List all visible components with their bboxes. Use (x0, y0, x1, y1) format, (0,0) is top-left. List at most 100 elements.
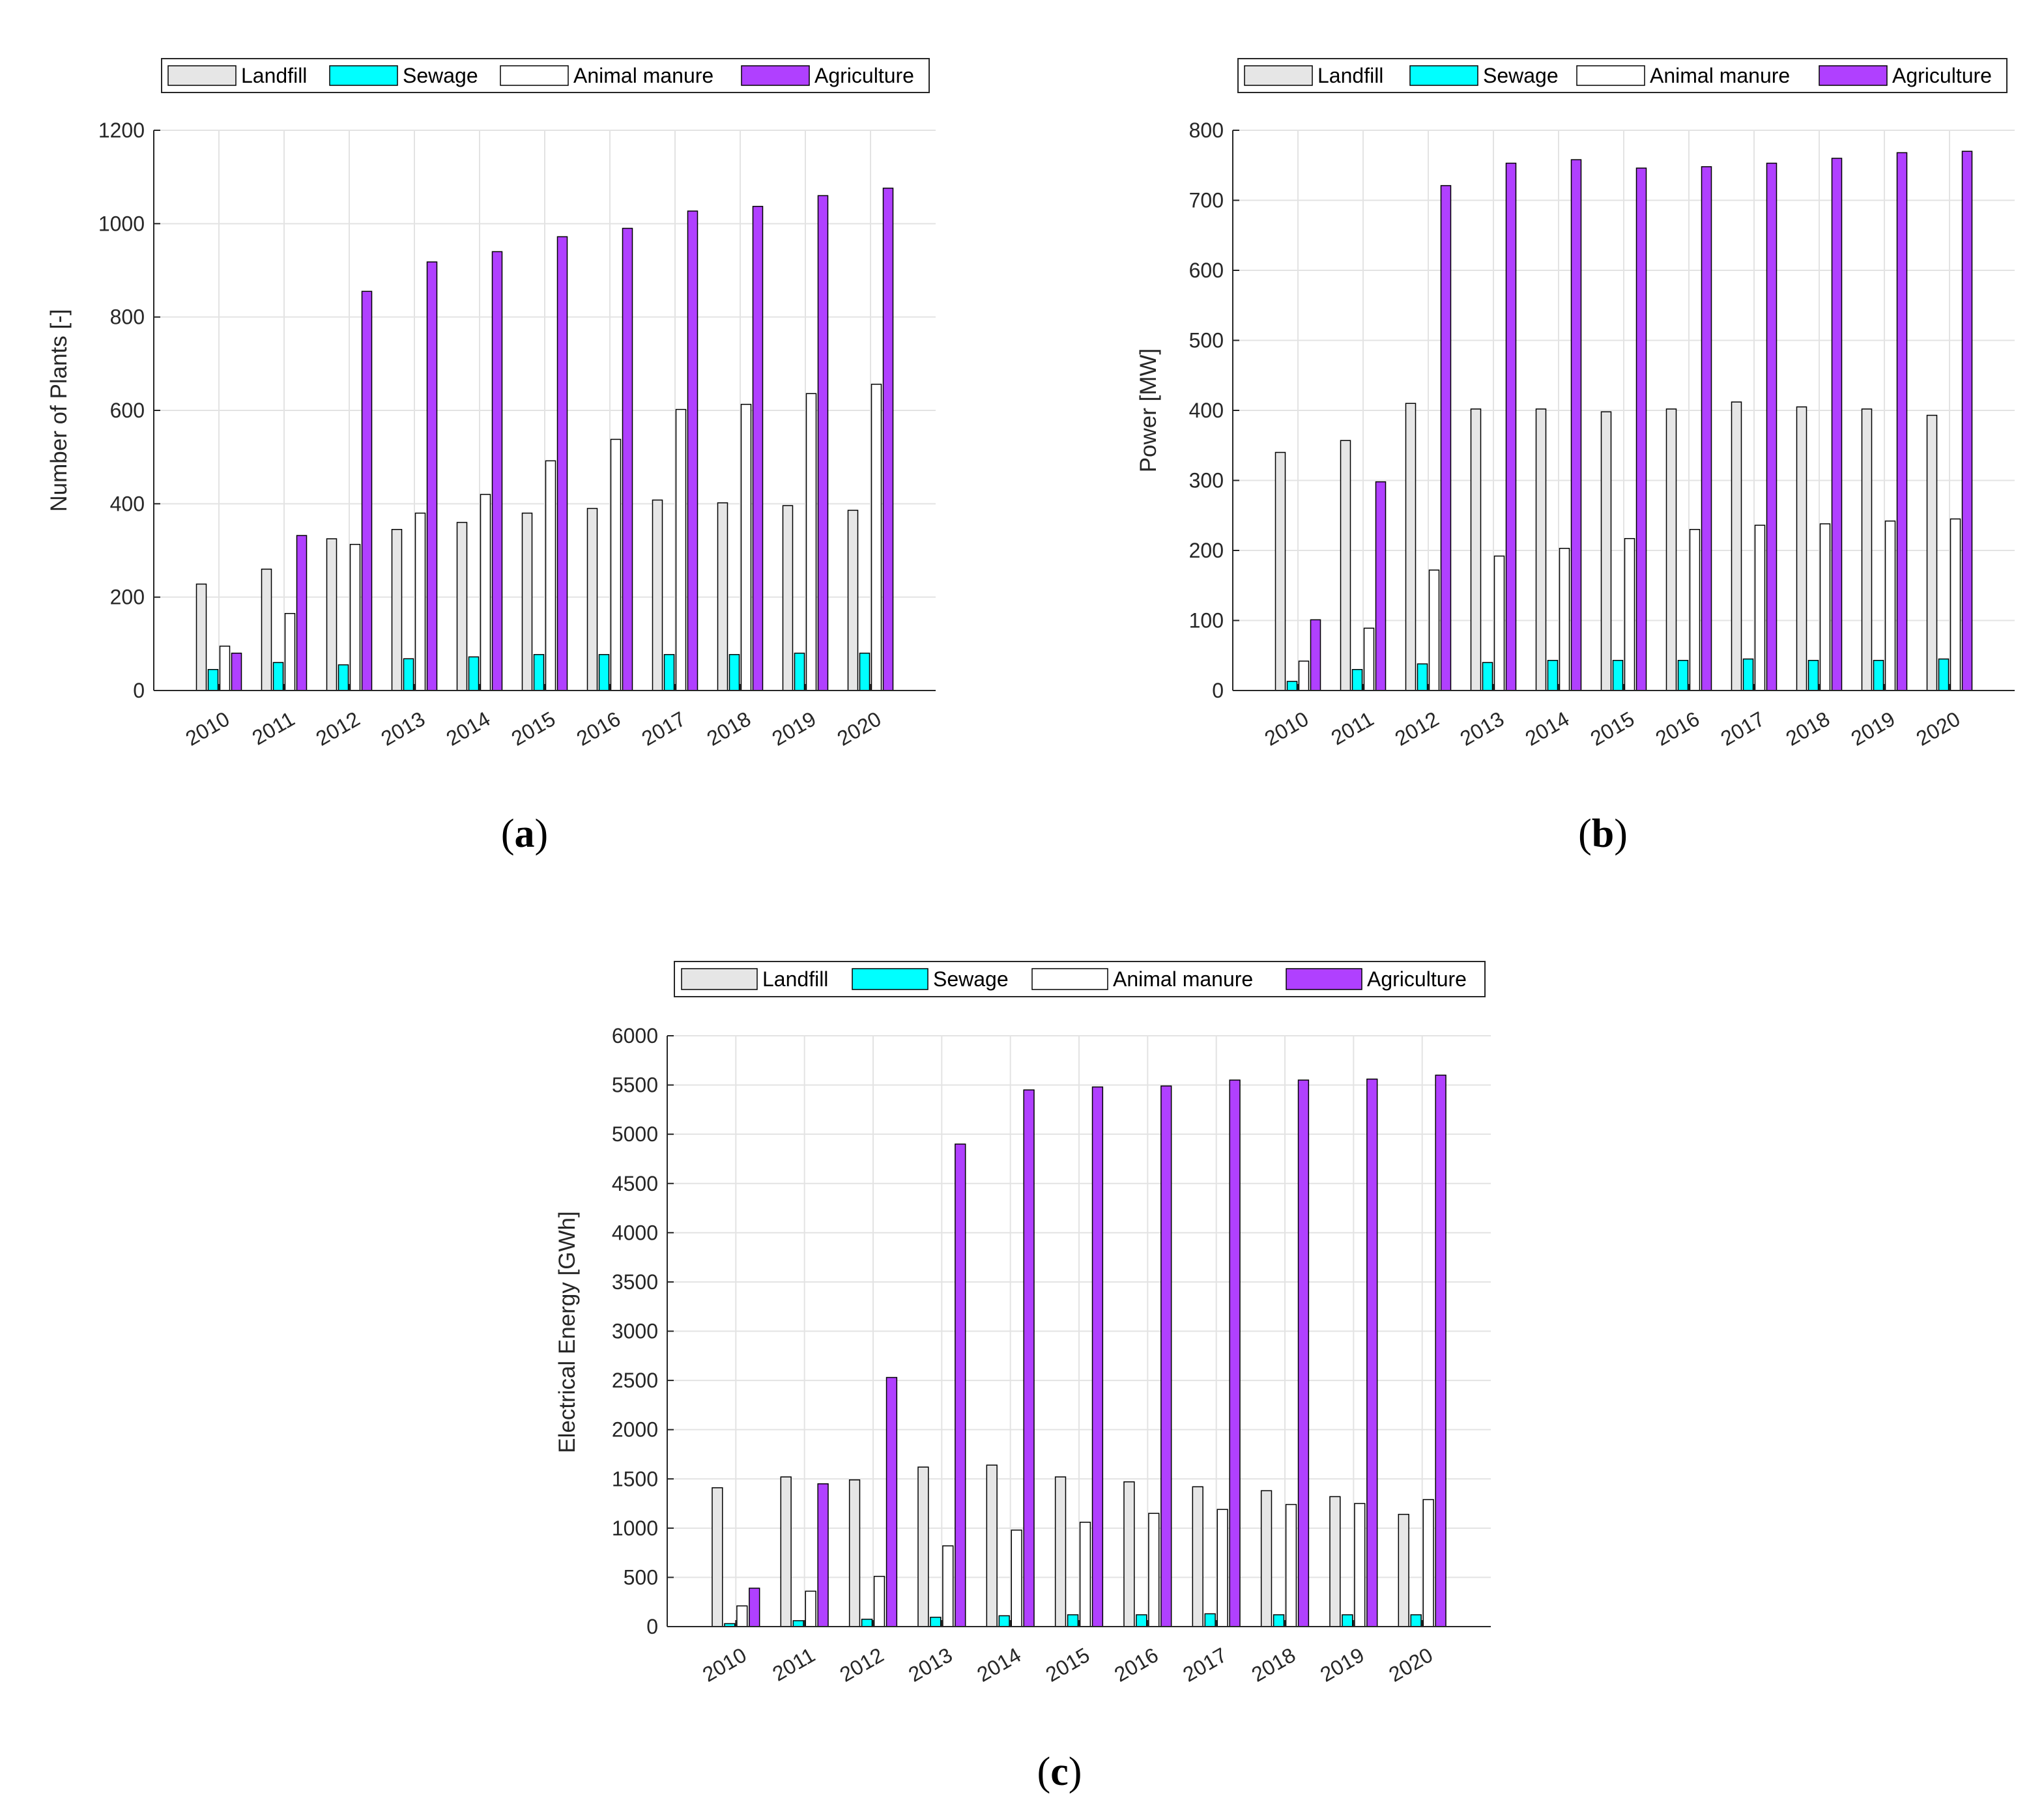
x-tick-label: 2016 (573, 707, 625, 750)
x-tick-label: 2012 (836, 1643, 888, 1687)
y-axis-label: Electrical Energy [GWh] (554, 1211, 580, 1453)
bar (1482, 662, 1493, 691)
bar (873, 1576, 885, 1627)
series-sewage (207, 652, 871, 691)
bar (414, 512, 426, 691)
x-tick-label: 2013 (377, 707, 429, 750)
bar (480, 494, 491, 691)
bar (792, 1620, 804, 1627)
bar (1229, 1079, 1241, 1627)
x-tick-label: 2011 (1327, 707, 1378, 750)
legend-label: Sewage (933, 967, 1009, 991)
y-tick-label: 2000 (612, 1418, 658, 1442)
legend-swatch (681, 968, 758, 990)
y-tick-label: 800 (110, 306, 145, 329)
bar (1192, 1486, 1203, 1627)
bar (882, 188, 894, 691)
bar (861, 1618, 873, 1627)
bar (1204, 1613, 1216, 1627)
bar (1600, 411, 1612, 691)
legend-label: Animal manure (1113, 967, 1253, 991)
bar (1340, 440, 1351, 691)
bar (1754, 524, 1766, 691)
y-tick-label: 400 (110, 492, 145, 515)
bar (1054, 1476, 1067, 1627)
legend-swatch (1031, 968, 1108, 990)
bar (1831, 158, 1843, 691)
bar (261, 568, 272, 691)
bar (805, 393, 817, 691)
bar (545, 460, 556, 691)
bar (586, 507, 598, 691)
bar (1091, 1086, 1104, 1627)
bar (1351, 669, 1363, 691)
bar (1938, 658, 1950, 691)
legend-label: Sewage (403, 64, 478, 87)
legend-swatch (167, 65, 237, 86)
bar (728, 654, 740, 691)
y-tick-label: 5000 (612, 1122, 658, 1146)
bar (1926, 414, 1938, 691)
bar (361, 291, 373, 691)
series-animal-manure (219, 384, 882, 691)
y-tick-label: 1500 (612, 1467, 658, 1490)
legend-swatch (1244, 65, 1313, 86)
bar (1422, 1499, 1434, 1627)
x-tick-label: 2020 (1385, 1643, 1437, 1687)
y-tick-label: 3000 (612, 1320, 658, 1343)
bar (1329, 1496, 1341, 1627)
legend-swatch (329, 65, 398, 86)
bar (917, 1466, 929, 1627)
bar (272, 662, 284, 691)
x-tick-label: 2010 (1261, 707, 1313, 750)
x-tick-label: 2010 (698, 1643, 751, 1687)
bar (942, 1545, 954, 1627)
bar (1731, 401, 1742, 691)
y-axis-label: Number of Plants [-] (46, 309, 72, 511)
bar (736, 1605, 748, 1627)
chart-c: 0 500 1000 1500 2000 2500 3000 3500 4000 4500 5000… (554, 961, 1491, 1794)
grid (1233, 130, 2015, 691)
x-tick-label: 2017 (638, 707, 690, 750)
x-tick-label: 2017 (1179, 1643, 1231, 1687)
bar (1286, 681, 1298, 691)
bar (749, 1588, 760, 1627)
bar (1766, 162, 1778, 691)
bar (1417, 663, 1428, 691)
x-tick-label: 2015 (1587, 707, 1639, 750)
bar (955, 1143, 966, 1627)
bar (1624, 537, 1635, 691)
y-tick-label: 600 (110, 399, 145, 422)
legend-label: Animal manure (573, 64, 713, 87)
legend-label: Agriculture (1892, 64, 1992, 87)
x-tick-label: 2018 (1782, 707, 1834, 750)
x-tick-label: 2016 (1110, 1643, 1162, 1687)
bar (859, 652, 871, 691)
x-tick-label: 2010 (182, 707, 234, 750)
bar (1677, 660, 1689, 691)
bar (1366, 1078, 1378, 1627)
bar (1310, 619, 1321, 691)
x-tick-label: 2016 (1652, 707, 1704, 750)
x-tick-label: 2012 (312, 707, 364, 750)
bar (1216, 1509, 1228, 1627)
bar (1428, 569, 1440, 691)
chart-b: 0 100 200 300 400 500 600 700 800 2010 2011 2012 201… (1136, 58, 2015, 856)
legend-swatch (741, 65, 810, 86)
bar (986, 1464, 998, 1627)
y-tick-label: 0 (133, 679, 145, 702)
legend-label: Agriculture (1367, 967, 1467, 991)
bar (1819, 523, 1831, 691)
x-tick-label: 2015 (508, 707, 560, 750)
bar (610, 438, 622, 691)
bar (207, 669, 219, 691)
y-tick-label: 400 (1189, 399, 1224, 422)
bar (284, 613, 296, 691)
bar (1285, 1503, 1297, 1627)
y-axis-label: Power [MW] (1136, 349, 1161, 473)
bar (1493, 555, 1505, 691)
x-tick-label: 2018 (1248, 1643, 1300, 1687)
x-tick-label: 2019 (1316, 1643, 1368, 1687)
bar (817, 195, 829, 691)
x-tick-label: 2018 (703, 707, 755, 750)
